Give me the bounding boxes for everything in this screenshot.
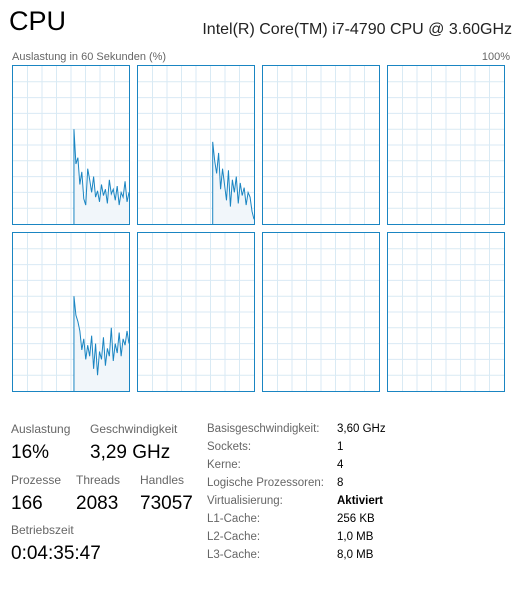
core-6-chart [138, 233, 254, 391]
stat-auslastung-label: Auslastung [11, 422, 71, 436]
detail-label: L2-Cache: [207, 531, 261, 543]
core-usage-line [73, 296, 129, 391]
stat-betriebszeit-value: 0:04:35:47 [11, 543, 101, 564]
stat-geschwindigkeit-label: Geschwindigkeit [90, 422, 178, 436]
stat-auslastung-value: 16% [11, 442, 50, 463]
detail-label: Logische Prozessoren: [207, 477, 324, 489]
detail-label: Virtualisierung: [207, 495, 283, 507]
detail-value: 4 [337, 459, 344, 471]
core-3-chart [263, 66, 379, 224]
stat-betriebszeit-label: Betriebszeit [11, 523, 74, 537]
detail-value: 1,0 MB [337, 531, 374, 543]
core-8-chart [388, 233, 504, 391]
detail-value: 1 [337, 441, 344, 453]
core-graph-4[interactable] [387, 65, 505, 225]
stat-handles-value: 73057 [140, 493, 193, 514]
core-4-chart [388, 66, 504, 224]
graph-caption: Auslastung in 60 Sekunden (%) [12, 51, 167, 63]
page-title: CPU [9, 6, 67, 36]
detail-value: 8,0 MB [337, 549, 374, 561]
core-5-chart [13, 233, 129, 391]
core-2-chart [138, 66, 254, 224]
core-1-chart [13, 66, 129, 224]
detail-label: L3-Cache: [207, 549, 261, 561]
detail-label: Basisgeschwindigkeit: [207, 423, 320, 435]
detail-value: 256 KB [337, 513, 375, 525]
stat-prozesse-label: Prozesse [11, 473, 62, 487]
cpu-model-name: Intel(R) Core(TM) i7-4790 CPU @ 3.60GHz [202, 21, 512, 38]
detail-value: 3,60 GHz [337, 423, 386, 435]
core-7-chart [263, 233, 379, 391]
stat-prozesse-value: 166 [11, 493, 43, 514]
core-usage-line [73, 129, 129, 224]
detail-label: L1-Cache: [207, 513, 261, 525]
core-graph-5[interactable] [12, 232, 130, 392]
core-usage-line [212, 141, 254, 224]
detail-label: Sockets: [207, 441, 252, 453]
core-graph-6[interactable] [137, 232, 255, 392]
stat-threads-value: 2083 [76, 493, 119, 514]
detail-label: Kerne: [207, 459, 241, 471]
core-usage-area [73, 296, 129, 391]
graph-max-label: 100% [481, 51, 510, 63]
core-graph-1[interactable] [12, 65, 130, 225]
core-usage-area [212, 141, 254, 224]
core-graph-7[interactable] [262, 232, 380, 392]
stat-handles-label: Handles [140, 473, 185, 487]
core-graph-8[interactable] [387, 232, 505, 392]
core-graph-3[interactable] [262, 65, 380, 225]
stat-threads-label: Threads [76, 473, 121, 487]
detail-value: 8 [337, 477, 344, 489]
detail-value: Aktiviert [337, 495, 384, 507]
stat-geschwindigkeit-value: 3,29 GHz [90, 442, 171, 463]
core-graph-2[interactable] [137, 65, 255, 225]
